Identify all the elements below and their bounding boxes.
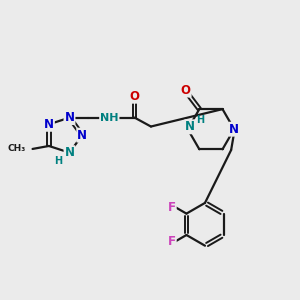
Text: H: H [196,115,204,125]
Text: NH: NH [100,112,118,123]
Text: O: O [181,84,191,97]
Text: F: F [168,235,176,248]
Text: N: N [229,123,239,136]
Text: N: N [44,118,54,131]
Text: F: F [168,201,176,214]
Text: N: N [64,111,74,124]
Text: N: N [64,146,74,159]
Text: N: N [185,120,195,133]
Text: H: H [54,156,62,166]
Text: CH₃: CH₃ [8,144,26,153]
Text: N: N [77,129,87,142]
Text: O: O [130,90,140,103]
